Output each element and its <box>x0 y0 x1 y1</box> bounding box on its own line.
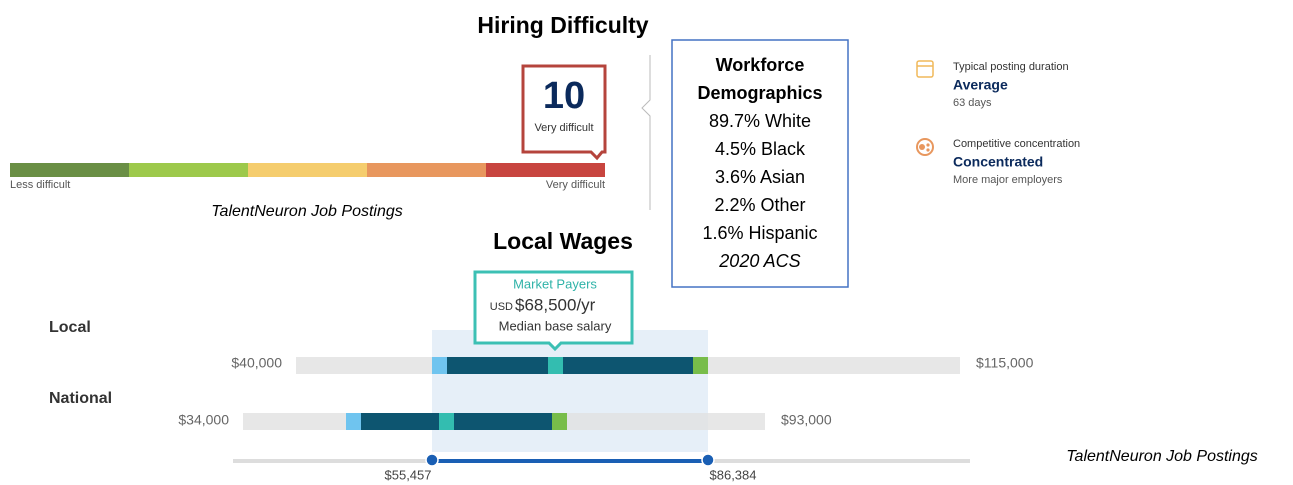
metric-label: Competitive concentration <box>953 138 1080 150</box>
source: TalentNeuron Job Postings <box>1066 448 1258 465</box>
metric-value: Average <box>953 77 1008 93</box>
local-wage-bar <box>296 357 960 374</box>
section-title: Local Wages <box>493 228 633 254</box>
scale-segment <box>129 163 248 177</box>
scale-segment <box>486 163 605 177</box>
source: TalentNeuron Job Postings <box>211 203 403 220</box>
wage-max: $115,000 <box>976 355 1034 371</box>
callout-caption: Median base salary <box>499 318 612 333</box>
metrics: Typical posting duration Average 63 days Co… <box>953 61 1080 186</box>
scale-max: Very difficult <box>546 179 605 191</box>
demographics-row: 89.7% White <box>709 111 811 131</box>
callout-currency: USD <box>490 301 513 313</box>
demographics-title: Demographics <box>697 83 822 103</box>
metric-value: Concentrated <box>953 154 1043 170</box>
demographics-rows: 89.7% White 4.5% Black 3.6% Asian 2.2% Othe… <box>702 111 817 243</box>
range-low: $55,457 <box>385 467 432 482</box>
row-label: Local <box>49 319 91 336</box>
section-title: Hiring Difficulty <box>477 12 648 38</box>
callout-amount: $68,500/yr <box>515 295 596 314</box>
callout-box <box>473 270 634 352</box>
metric-detail: More major employers <box>953 174 1063 186</box>
demographics-row: 2.2% Other <box>714 195 805 215</box>
concentration-icon <box>916 138 934 156</box>
wage-min: $34,000 <box>178 412 229 428</box>
range-slider <box>233 453 970 467</box>
calendar-icon <box>916 60 934 78</box>
metric-label: Typical posting duration <box>953 61 1069 73</box>
national-wage-bar <box>243 413 765 430</box>
scale-segment <box>248 163 367 177</box>
wage-max: $93,000 <box>781 412 832 428</box>
wage-min: $40,000 <box>231 355 282 371</box>
row-label: National <box>49 390 112 407</box>
divider <box>641 55 651 210</box>
demographics-row: 1.6% Hispanic <box>702 223 817 243</box>
scale-segment <box>367 163 486 177</box>
scale-min: Less difficult <box>10 179 70 191</box>
demographics-row: 3.6% Asian <box>715 167 805 187</box>
demographics-box <box>671 39 849 288</box>
callout-title: Market Payers <box>513 276 597 291</box>
scale-segment <box>10 163 129 177</box>
market-range-highlight <box>432 330 708 452</box>
difficulty-scale <box>10 163 605 177</box>
range-high: $86,384 <box>710 467 757 482</box>
score: 10 <box>543 75 585 117</box>
score-label: Very difficult <box>534 122 593 134</box>
demographics-source: 2020 ACS <box>718 251 800 271</box>
score-box <box>521 64 607 161</box>
demographics-row: 4.5% Black <box>715 139 806 159</box>
metric-detail: 63 days <box>953 97 992 109</box>
demographics-title: Workforce <box>716 55 805 75</box>
